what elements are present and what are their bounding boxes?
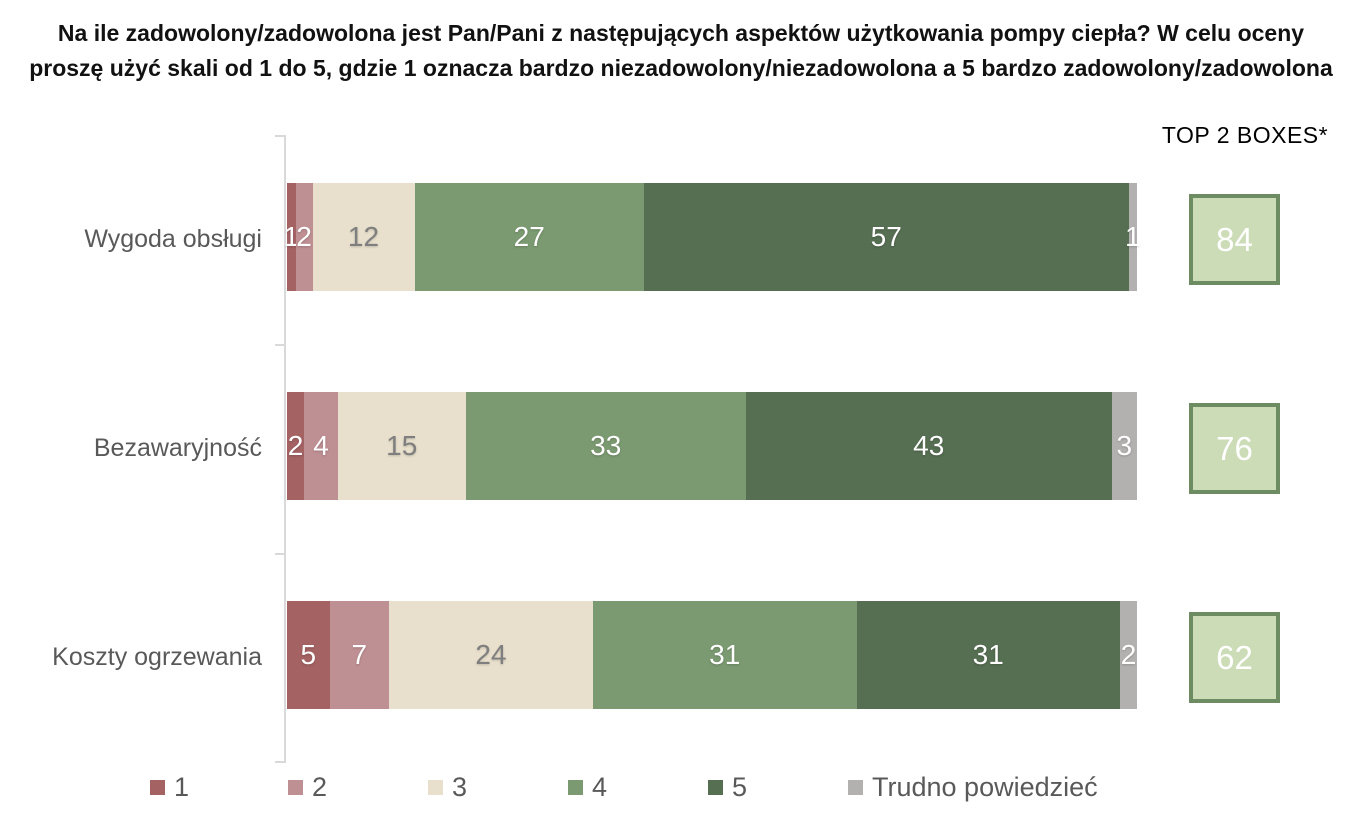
chart-title-line-1: Na ile zadowolony/zadowolona jest Pan/Pa… (57, 20, 1305, 46)
legend-label: 4 (592, 771, 608, 802)
axis-tick (275, 761, 285, 763)
stacked-bar: 2 4 15 33 43 3 (287, 392, 1137, 500)
legend-swatch (428, 779, 443, 795)
segment-value-label: 2 (287, 430, 304, 461)
segment-value-label: 2 (1120, 639, 1137, 670)
top2-value: 62 (1216, 638, 1253, 676)
legend-swatch (708, 779, 723, 795)
category-label: Bezawaryjność (93, 434, 262, 462)
bar-segment: 5 (287, 601, 330, 709)
legend-label: 2 (312, 771, 328, 802)
chart-title-line-2: proszę użyć skali od 1 do 5, gdzie 1 ozn… (29, 54, 1333, 81)
legend: 1 2 3 4 5 Trudno powiedzieć (0, 770, 1362, 804)
bar-segment: 15 (338, 392, 466, 500)
bar-segment: 33 (465, 392, 746, 500)
bar-row: Koszty ogrzewania 5 7 24 31 31 2 62 (0, 553, 1362, 762)
axis-tick (275, 553, 285, 555)
bar-segment: 4 (304, 392, 338, 500)
bar-segment: 2 (295, 183, 313, 291)
legend-item: 1 (150, 770, 189, 804)
legend-swatch (568, 779, 583, 795)
y-axis-line (284, 135, 286, 763)
legend-label: Trudno powiedzieć (872, 771, 1098, 802)
segment-value-label: 27 (513, 221, 545, 252)
bar-segment: 2 (1120, 601, 1137, 709)
legend-swatch (288, 779, 303, 795)
legend-item: 4 (568, 770, 607, 804)
segment-value-label: 5 (300, 639, 317, 670)
top2-value: 84 (1216, 220, 1253, 258)
chart-title: Na ile zadowolony/zadowolona jest Pan/Pa… (0, 16, 1362, 85)
segment-value-label: 15 (386, 430, 418, 461)
top2-box: 62 (1189, 612, 1280, 703)
top2-box: 76 (1189, 403, 1280, 494)
bar-segment: 43 (746, 392, 1112, 500)
category-label: Wygoda obsługi (84, 225, 262, 253)
bar-segment: 3 (1111, 392, 1137, 500)
segment-value-label: 31 (709, 639, 741, 670)
bar-segment: 12 (312, 183, 415, 291)
legend-item: Trudno powiedzieć (848, 770, 1098, 804)
segment-value-label: 24 (475, 639, 507, 670)
axis-tick (275, 344, 285, 346)
bar-segment: 1 (1125, 183, 1141, 291)
bar-segment: 1 (283, 183, 299, 291)
stacked-bar: 5 7 24 31 31 2 (287, 601, 1137, 709)
bar-segment: 24 (389, 601, 593, 709)
bar-segment: 7 (329, 601, 389, 709)
bar-row: Bezawaryjność 2 4 15 33 43 3 76 (0, 344, 1362, 553)
legend-label: 3 (452, 771, 468, 802)
axis-tick (275, 135, 285, 137)
bar-segment: 31 (593, 601, 857, 709)
category-label: Koszty ogrzewania (52, 643, 262, 671)
bar-segment: 57 (644, 183, 1129, 291)
legend-label: 5 (732, 771, 748, 802)
segment-value-label: 33 (590, 430, 622, 461)
stacked-bar: 1 2 12 27 57 1 (283, 183, 1141, 291)
legend-item: 3 (428, 770, 467, 804)
legend-swatch (150, 779, 165, 795)
legend-item: 5 (708, 770, 747, 804)
segment-value-label: 31 (972, 639, 1004, 670)
bar-segment: 2 (287, 392, 304, 500)
segment-value-label: 3 (1116, 430, 1133, 461)
top2-value: 76 (1216, 429, 1253, 467)
bar-row: Wygoda obsługi 1 2 12 27 57 1 84 (0, 135, 1362, 344)
segment-value-label: 43 (913, 430, 945, 461)
legend-swatch (848, 779, 863, 795)
bar-segment: 31 (856, 601, 1120, 709)
segment-value-label: 7 (351, 639, 368, 670)
segment-value-label: 12 (347, 221, 380, 252)
segment-value-label: 4 (313, 430, 329, 461)
top2-box: 84 (1189, 194, 1280, 285)
top2-boxes-header: TOP 2 BOXES* (1161, 122, 1329, 148)
segment-value-label: 1 (1124, 221, 1141, 252)
legend-label: 1 (174, 771, 190, 802)
segment-value-label: 2 (296, 221, 312, 252)
segment-value-label: 57 (870, 221, 902, 252)
legend-item: 2 (288, 770, 327, 804)
segment-value-label: 1 (283, 221, 300, 252)
bar-segment: 27 (414, 183, 644, 291)
